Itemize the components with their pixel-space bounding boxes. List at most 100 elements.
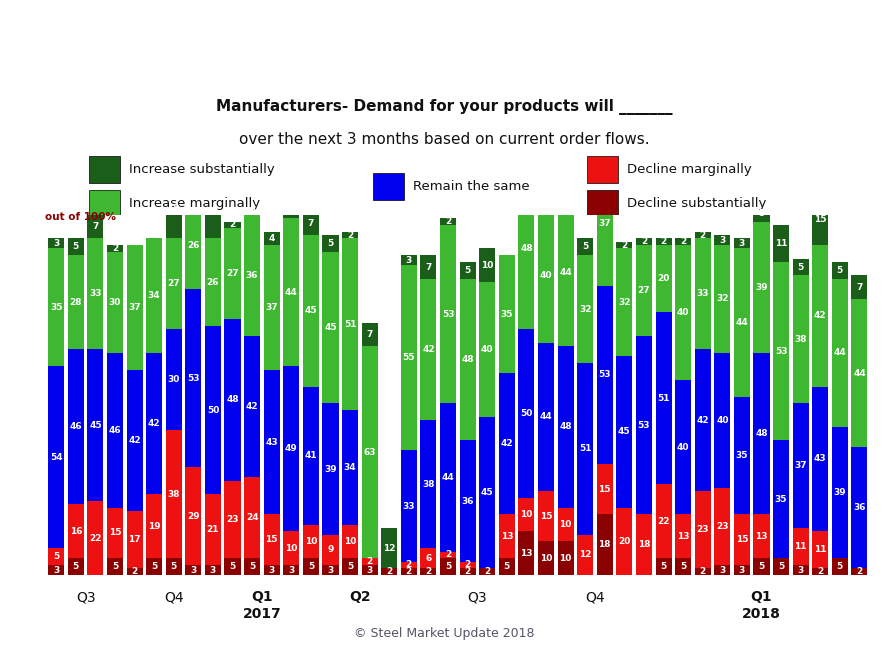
Text: 2: 2 <box>112 244 118 253</box>
Bar <box>754 514 770 559</box>
Bar <box>793 276 809 403</box>
Bar <box>165 430 181 559</box>
Text: 11: 11 <box>795 542 807 551</box>
Bar <box>284 218 300 366</box>
Bar <box>655 559 671 575</box>
Text: 15: 15 <box>736 535 749 544</box>
Bar <box>401 568 417 575</box>
Text: Remain the same: Remain the same <box>413 180 530 193</box>
Bar <box>244 205 260 215</box>
Bar <box>655 484 671 559</box>
Text: 26: 26 <box>187 153 200 162</box>
Text: 53: 53 <box>637 421 650 430</box>
Bar <box>87 501 103 575</box>
Text: 26: 26 <box>206 190 220 199</box>
Text: 2: 2 <box>817 567 823 576</box>
Text: 48: 48 <box>520 244 533 253</box>
Text: 22: 22 <box>89 533 101 543</box>
Text: 38: 38 <box>167 490 180 499</box>
Bar <box>204 151 221 239</box>
Text: Q4: Q4 <box>164 590 183 604</box>
Bar <box>479 417 495 568</box>
Text: 18: 18 <box>598 540 611 549</box>
Bar <box>373 173 404 200</box>
Bar <box>616 249 632 356</box>
Text: 4: 4 <box>268 234 275 243</box>
Text: 18: 18 <box>167 204 180 213</box>
Text: 40: 40 <box>481 345 493 354</box>
Bar <box>577 535 593 575</box>
Text: 38: 38 <box>795 335 807 344</box>
Bar <box>284 565 300 575</box>
Text: 34: 34 <box>148 291 161 300</box>
Bar <box>420 255 436 279</box>
Text: 20: 20 <box>657 274 669 284</box>
Text: 53: 53 <box>442 309 454 319</box>
Bar <box>225 559 241 575</box>
Text: 18: 18 <box>637 540 650 549</box>
Bar <box>675 514 691 559</box>
Bar <box>362 565 378 575</box>
Bar <box>813 531 829 568</box>
Bar <box>87 239 103 350</box>
Text: 3: 3 <box>366 566 372 574</box>
Bar <box>773 262 789 440</box>
Bar <box>107 252 123 353</box>
Bar <box>577 239 593 255</box>
Bar <box>401 451 417 562</box>
Text: 40: 40 <box>540 271 552 280</box>
Text: Increase marginally: Increase marginally <box>129 197 260 210</box>
Bar <box>675 380 691 514</box>
Bar <box>225 221 241 228</box>
Text: 53: 53 <box>187 373 200 383</box>
Bar <box>244 477 260 559</box>
Text: Q1: Q1 <box>251 590 273 604</box>
Bar <box>440 225 456 403</box>
Text: 13: 13 <box>677 532 689 541</box>
Text: 39: 39 <box>834 488 846 497</box>
Bar <box>557 198 573 346</box>
Text: 3: 3 <box>53 566 60 574</box>
Text: 2: 2 <box>661 237 667 247</box>
Bar <box>694 231 711 239</box>
Bar <box>48 548 64 565</box>
Bar <box>420 568 436 575</box>
Text: 5: 5 <box>661 562 667 571</box>
Text: 2: 2 <box>485 567 491 576</box>
Text: 7: 7 <box>92 222 99 231</box>
Text: 2: 2 <box>856 567 862 576</box>
Text: 2: 2 <box>465 567 471 576</box>
Bar <box>813 245 829 387</box>
Text: 29: 29 <box>187 512 200 521</box>
Bar <box>479 249 495 282</box>
Bar <box>68 504 84 559</box>
Text: 45: 45 <box>324 323 337 332</box>
Text: 42: 42 <box>128 436 140 445</box>
Text: 3: 3 <box>719 235 725 245</box>
Bar <box>264 514 280 565</box>
Bar <box>225 481 241 559</box>
Text: 2: 2 <box>641 237 647 247</box>
Text: 51: 51 <box>657 394 669 403</box>
Text: 48: 48 <box>755 429 768 438</box>
Bar <box>655 245 671 313</box>
Text: 45: 45 <box>618 428 630 436</box>
Bar <box>538 343 554 491</box>
Text: 10: 10 <box>520 510 533 519</box>
Bar <box>538 208 554 343</box>
Bar <box>597 161 613 286</box>
Bar <box>185 114 202 202</box>
Bar <box>362 346 378 559</box>
Text: 23: 23 <box>227 515 239 524</box>
Text: 42: 42 <box>148 419 161 428</box>
Text: 40: 40 <box>677 443 689 451</box>
Bar <box>68 239 84 255</box>
Bar <box>636 239 652 245</box>
Bar <box>577 363 593 535</box>
Text: 42: 42 <box>501 440 513 448</box>
Text: 49: 49 <box>285 444 298 453</box>
Bar <box>244 215 260 336</box>
Bar <box>165 559 181 575</box>
Text: 7: 7 <box>425 262 432 272</box>
Bar <box>165 178 181 239</box>
